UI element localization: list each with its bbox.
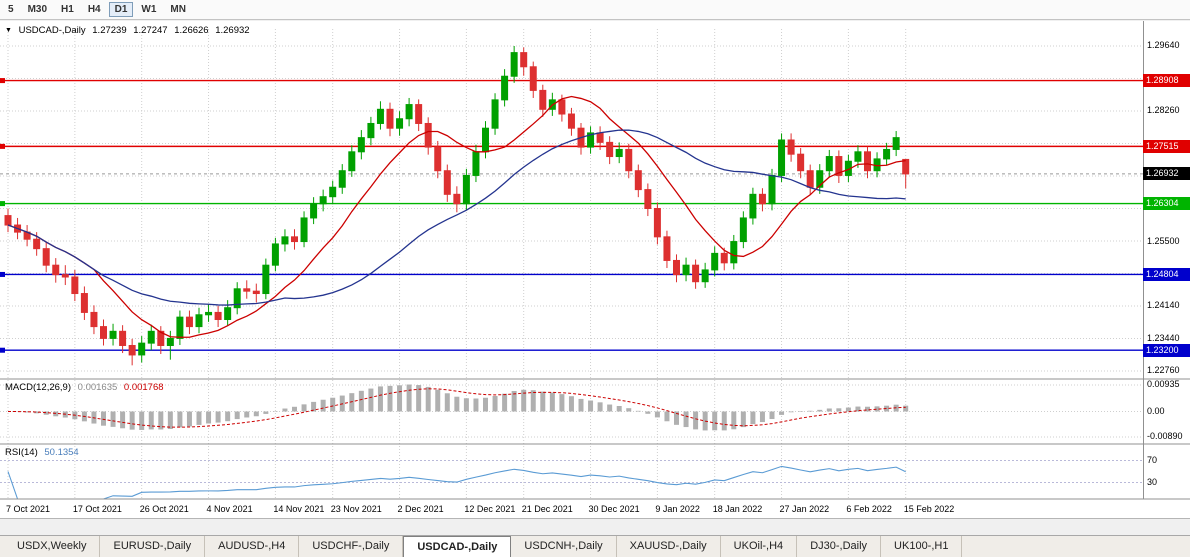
chart-tab-xauusd-daily[interactable]: XAUUSD-,Daily <box>617 536 721 557</box>
timeframe-button-5[interactable]: 5 <box>2 2 20 17</box>
hline-price-tag-1.28908[interactable]: 1.28908 <box>1143 74 1190 88</box>
moving-averages-layer <box>7 95 906 338</box>
rsi-layer <box>0 460 1143 500</box>
grid-layer <box>0 29 1143 499</box>
hline-price-tag-1.26304[interactable]: 1.26304 <box>1143 197 1190 211</box>
current-price-tag: 1.26932 <box>1143 167 1190 181</box>
chart-symbol-title: USDCAD-,Daily <box>18 25 86 36</box>
chart-tab-uk100-h1[interactable]: UK100-,H1 <box>881 536 963 557</box>
ohlc-close: 1.26932 <box>215 25 250 36</box>
collapse-arrow-icon[interactable]: ▼ <box>5 27 12 34</box>
chart-tab-eurusd-daily[interactable]: EURUSD-,Daily <box>100 536 206 557</box>
rsi-header: RSI(14) 50.1354 <box>5 447 83 458</box>
chart-tab-audusd-h4[interactable]: AUDUSD-,H4 <box>205 536 300 557</box>
macd-label: MACD(12,26,9) <box>5 382 71 393</box>
timeframe-button-h4[interactable]: H4 <box>82 2 107 17</box>
chart-tab-ukoil-h4[interactable]: UKOil-,H4 <box>721 536 798 557</box>
timeframe-button-m30[interactable]: M30 <box>22 2 53 17</box>
timeframe-toolbar: 5 M30 H1 H4 D1 W1 MN <box>0 0 1190 20</box>
ohlc-low: 1.26626 <box>174 25 209 36</box>
frame-layer <box>0 21 1190 500</box>
chart-tab-usdcad-daily[interactable]: USDCAD-,Daily <box>403 536 512 557</box>
chart-ohlc-header: ▼ USDCAD-,Daily 1.27239 1.27247 1.26626 … <box>5 25 254 36</box>
chart-canvas[interactable] <box>0 21 1190 519</box>
macd-main-value: 0.001635 <box>77 382 118 393</box>
timeframe-button-h1[interactable]: H1 <box>55 2 80 17</box>
candles-layer <box>4 46 910 366</box>
chart-area: ▼ USDCAD-,Daily 1.27239 1.27247 1.26626 … <box>0 21 1190 519</box>
timeframe-button-d1[interactable]: D1 <box>108 2 134 17</box>
chart-tab-dj30-daily[interactable]: DJ30-,Daily <box>797 536 882 557</box>
hline-price-tag-1.27515[interactable]: 1.27515 <box>1143 139 1190 153</box>
timeframe-button-mn[interactable]: MN <box>164 2 192 17</box>
ohlc-high: 1.27247 <box>133 25 168 36</box>
rsi-value: 50.1354 <box>44 447 79 458</box>
hline-price-tag-1.24804[interactable]: 1.24804 <box>1143 267 1190 281</box>
timeframe-button-w1[interactable]: W1 <box>135 2 162 17</box>
chart-tab-bar: USDX,Weekly EURUSD-,Daily AUDUSD-,H4 USDCHF… <box>0 535 1190 557</box>
chart-tab-usdx-weekly[interactable]: USDX,Weekly <box>4 536 101 557</box>
chart-tab-usdcnh-daily[interactable]: USDCNH-,Daily <box>511 536 617 557</box>
chart-tab-usdchf-daily[interactable]: USDCHF-,Daily <box>299 536 404 557</box>
rsi-label: RSI(14) <box>5 447 38 458</box>
macd-signal-value: 0.001768 <box>123 382 164 393</box>
ohlc-open: 1.27239 <box>92 25 127 36</box>
hline-price-tag-1.23200[interactable]: 1.23200 <box>1143 343 1190 357</box>
macd-layer <box>0 384 1143 438</box>
horizontal-lines-layer <box>0 78 1143 353</box>
macd-header: MACD(12,26,9) 0.001635 0.001768 <box>5 382 168 393</box>
